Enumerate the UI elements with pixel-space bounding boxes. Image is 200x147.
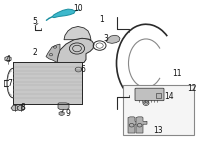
Polygon shape [136,117,147,133]
Polygon shape [52,9,75,18]
Text: 12: 12 [187,84,197,93]
Text: 7: 7 [7,78,12,88]
Text: 11: 11 [172,69,182,78]
Text: 9: 9 [66,109,70,118]
FancyBboxPatch shape [135,88,164,101]
Text: 10: 10 [73,4,83,13]
Bar [13,62,82,104]
Polygon shape [46,44,60,62]
Text: 1: 1 [100,15,104,24]
Polygon shape [57,38,94,62]
Bar [123,85,194,135]
Text: 14: 14 [164,92,174,101]
Polygon shape [58,103,69,110]
Text: 2: 2 [33,48,37,57]
Text: 3: 3 [104,34,108,43]
Text: 5: 5 [33,17,37,26]
Text: 6: 6 [81,65,85,74]
Text: 8: 8 [21,103,25,112]
Bar [156,93,161,98]
Polygon shape [64,26,91,40]
Polygon shape [106,35,120,43]
Text: 13: 13 [153,126,163,135]
Polygon shape [128,117,139,133]
Text: 4: 4 [6,55,10,64]
